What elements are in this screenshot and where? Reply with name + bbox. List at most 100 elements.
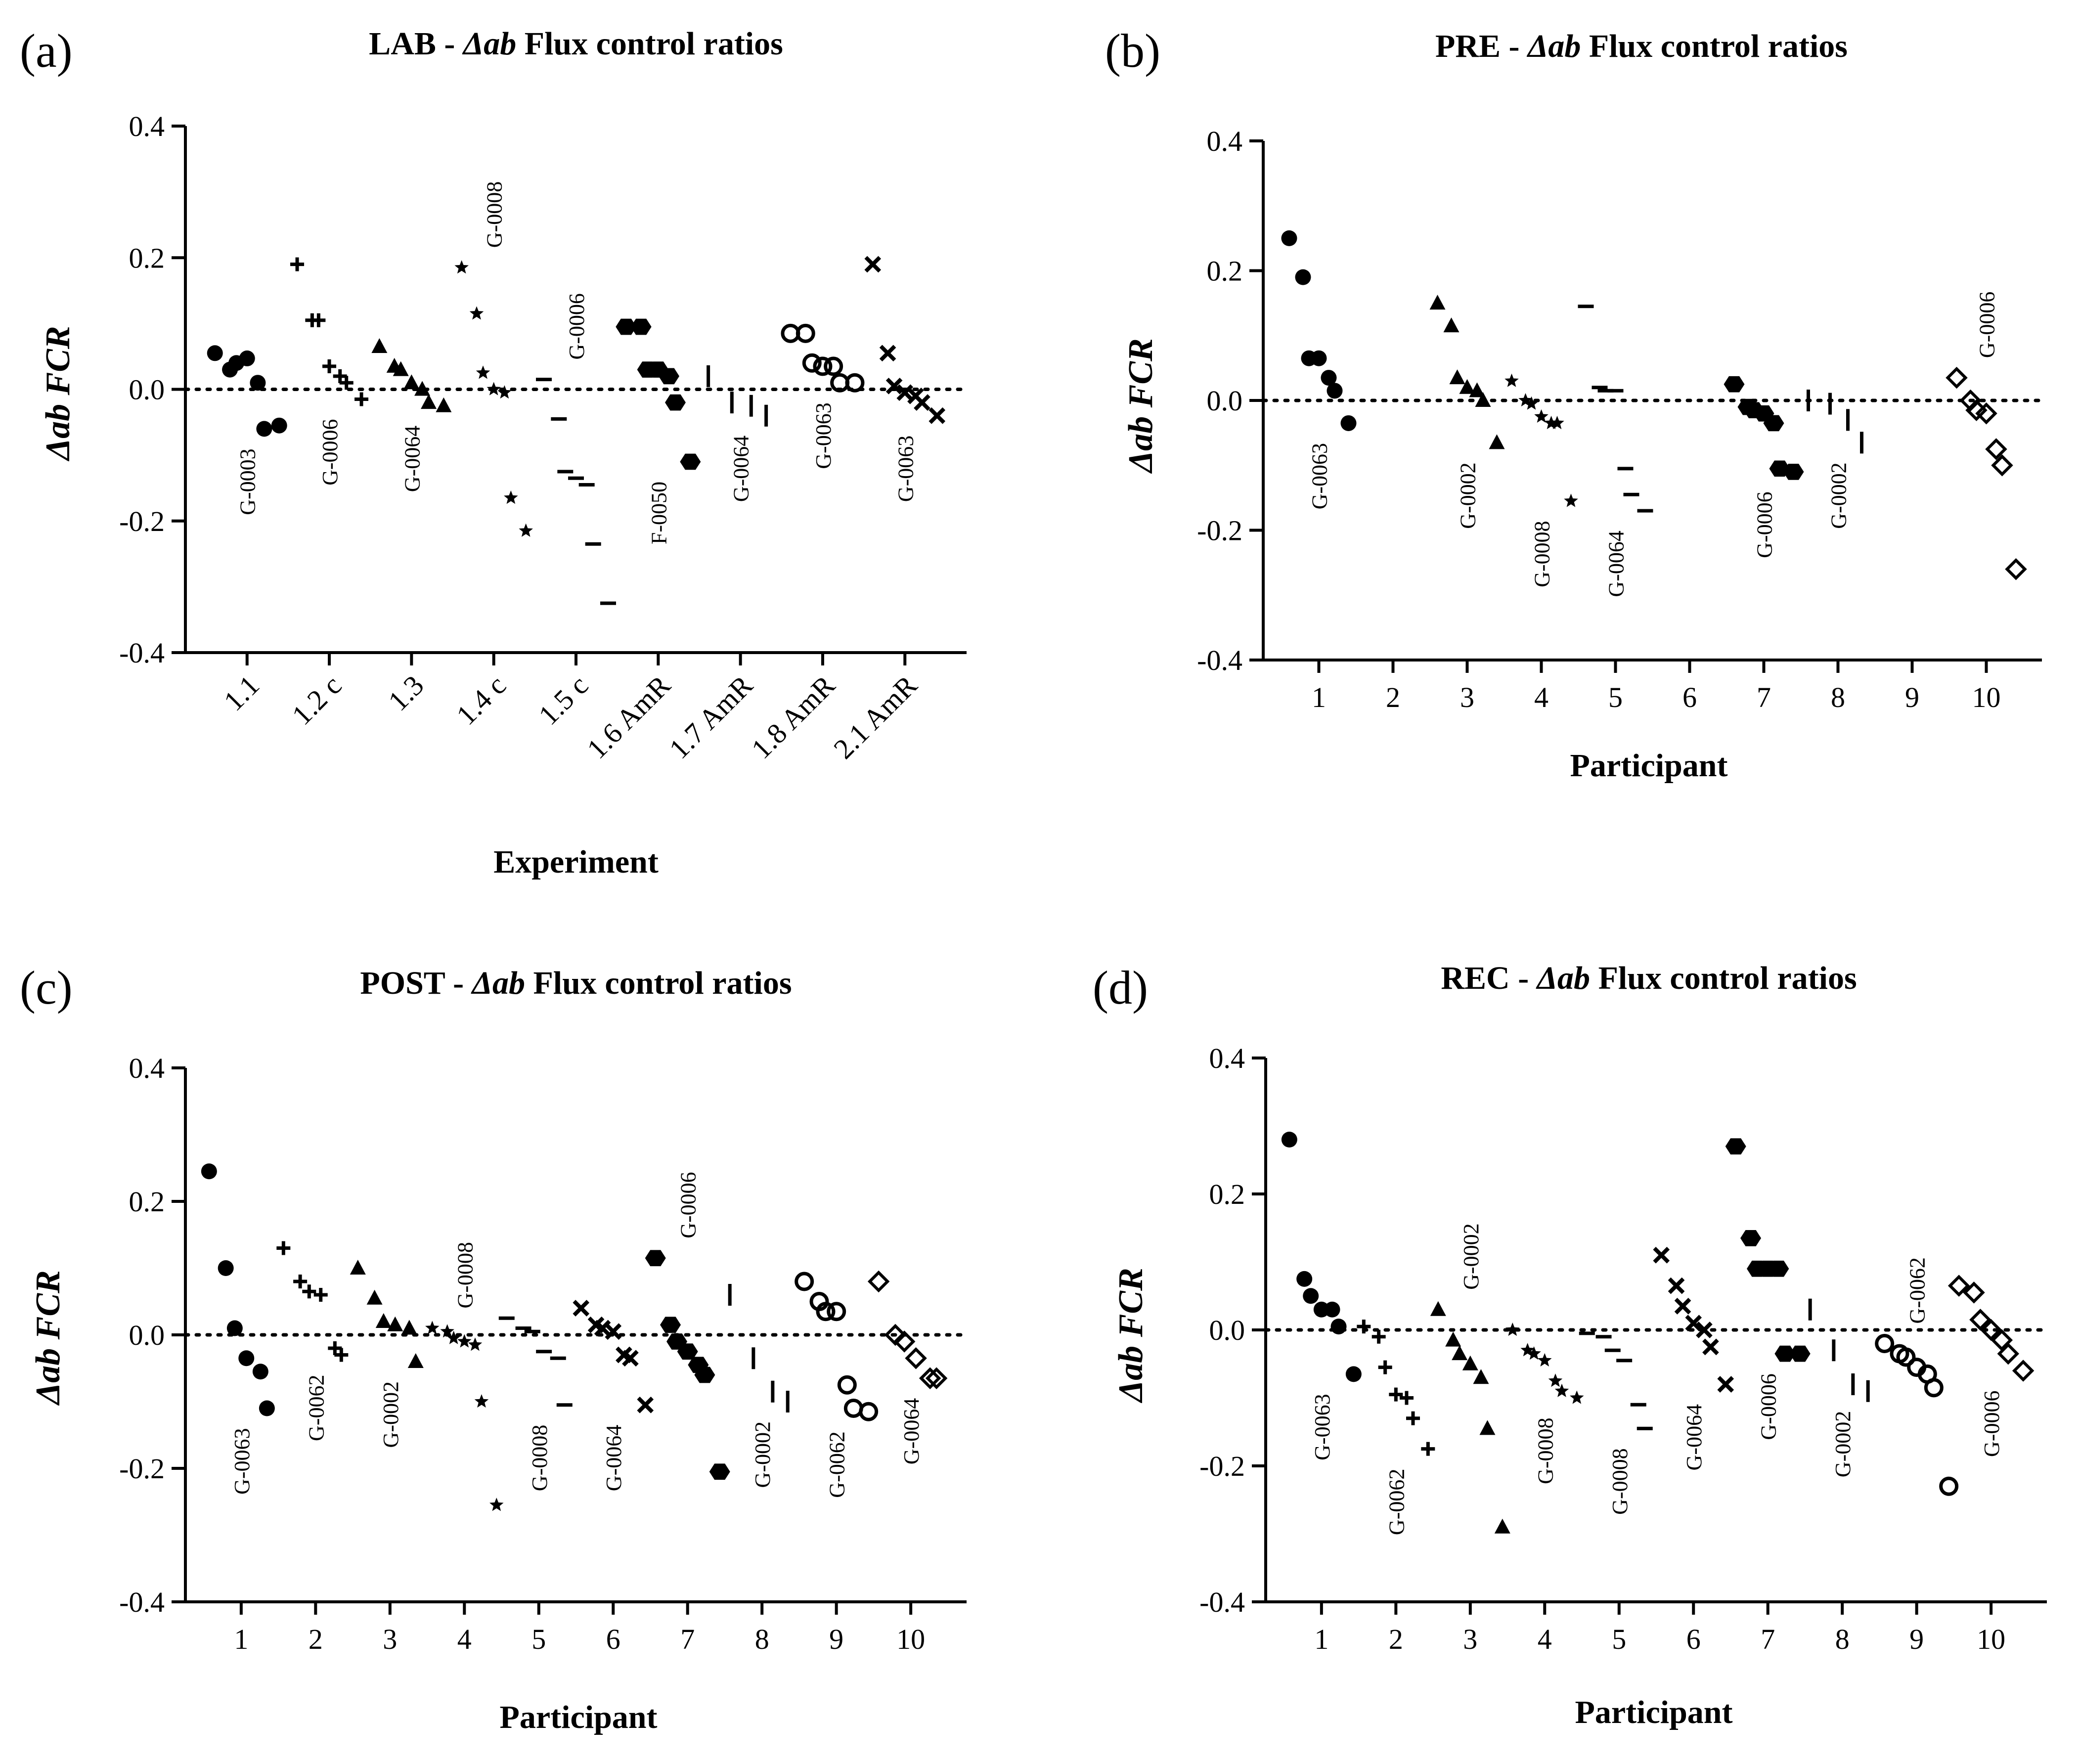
point-x bbox=[879, 345, 896, 362]
point-x bbox=[622, 1350, 639, 1367]
x-tick-label: 1.7 AmR bbox=[663, 669, 759, 765]
point-circle bbox=[259, 1400, 275, 1416]
point-annotation: G-0006 bbox=[318, 419, 342, 485]
point-x bbox=[1685, 1315, 1702, 1332]
x-tick-label: 3 bbox=[383, 1623, 397, 1655]
x-tick-label: 3 bbox=[1463, 1623, 1477, 1655]
point-vline bbox=[1832, 1339, 1836, 1362]
y-tick-label: -0.2 bbox=[119, 1453, 165, 1485]
point-triangle bbox=[1443, 317, 1460, 333]
x-tick-label: 8 bbox=[755, 1623, 769, 1655]
point-annotation: G-0002 bbox=[751, 1421, 775, 1488]
panel-c: (c) POST - Δab Flux control ratios Δab F… bbox=[20, 961, 969, 1735]
point-x bbox=[605, 1323, 622, 1340]
y-tick-label: 0.2 bbox=[1207, 255, 1243, 287]
point-triangle bbox=[401, 1320, 417, 1335]
point-star bbox=[1564, 493, 1578, 507]
point-annotation: G-0063 bbox=[893, 436, 918, 502]
point-annotation: G-0063 bbox=[1310, 1394, 1334, 1460]
point-dash bbox=[536, 1350, 552, 1354]
point-star bbox=[446, 1330, 461, 1344]
point-x bbox=[594, 1320, 611, 1337]
point-dash bbox=[1607, 389, 1624, 393]
point-open-diamond bbox=[1997, 1342, 2020, 1365]
point-triangle bbox=[393, 361, 409, 376]
point-annotation: G-0008 bbox=[528, 1425, 552, 1491]
point-triangle bbox=[375, 1313, 392, 1328]
point-open-circle bbox=[824, 356, 843, 376]
point-annotation: G-0062 bbox=[825, 1431, 849, 1498]
point-open-diamond bbox=[925, 1367, 948, 1389]
point-open-diamond bbox=[2005, 558, 2027, 580]
point-triangle bbox=[1449, 369, 1465, 385]
point-circle bbox=[1345, 1366, 1362, 1382]
point-vline bbox=[749, 395, 753, 417]
point-circle bbox=[1327, 383, 1343, 399]
x-tick-label: 5 bbox=[1612, 1623, 1626, 1655]
point-triangle bbox=[350, 1260, 366, 1275]
point-vline bbox=[1860, 432, 1863, 454]
point-dash bbox=[578, 483, 595, 487]
point-dash bbox=[585, 542, 601, 546]
point-open-diamond bbox=[1991, 1329, 2013, 1351]
point-vline bbox=[728, 1284, 732, 1306]
point-star bbox=[474, 1394, 489, 1408]
point-annotation: G-0008 bbox=[1533, 1418, 1557, 1484]
point-plus bbox=[333, 369, 347, 383]
panel-c-letter: (c) bbox=[20, 961, 73, 1014]
point-circle bbox=[271, 417, 287, 434]
x-tick-label: 4 bbox=[1534, 681, 1548, 713]
x-tick-label: 7 bbox=[680, 1623, 695, 1655]
point-plus bbox=[290, 257, 305, 271]
point-hexagon bbox=[1724, 376, 1745, 393]
point-triangle bbox=[407, 1353, 424, 1368]
point-triangle bbox=[1452, 1345, 1468, 1361]
panel-a-xlabel: Experiment bbox=[493, 844, 659, 880]
point-dash bbox=[1637, 509, 1653, 513]
y-tick-label: -0.2 bbox=[119, 505, 165, 537]
point-open-diamond bbox=[1969, 1309, 1991, 1331]
point-dash bbox=[1617, 467, 1634, 471]
point-triangle bbox=[1462, 1355, 1478, 1370]
point-triangle bbox=[436, 397, 452, 412]
point-x bbox=[637, 1396, 654, 1413]
x-tick-label: 10 bbox=[1977, 1623, 2005, 1655]
point-annotation: G-0006 bbox=[1757, 1373, 1781, 1440]
point-annotation: G-0006 bbox=[1753, 491, 1777, 558]
point-circle bbox=[239, 350, 255, 366]
point-dash bbox=[1578, 305, 1594, 309]
panel-d-xlabel: Participant bbox=[1575, 1694, 1733, 1730]
point-circle bbox=[1324, 1301, 1340, 1318]
point-x bbox=[1674, 1298, 1691, 1315]
point-open-circle bbox=[796, 323, 815, 343]
point-annotation: G-0062 bbox=[1384, 1469, 1409, 1535]
point-dash bbox=[1592, 386, 1608, 390]
y-tick-label: 0.4 bbox=[129, 1052, 165, 1084]
point-plus bbox=[276, 1241, 291, 1255]
point-triangle bbox=[1430, 1301, 1446, 1316]
point-annotation: G-0063 bbox=[1308, 443, 1332, 509]
point-x bbox=[573, 1300, 590, 1317]
x-tick-label: 8 bbox=[1831, 681, 1845, 713]
point-annotation: G-0006 bbox=[1975, 292, 1999, 358]
point-hexagon bbox=[1763, 415, 1784, 432]
point-open-diamond bbox=[1985, 438, 2007, 460]
point-dash bbox=[1579, 1331, 1595, 1335]
point-hexagon bbox=[1774, 1345, 1796, 1362]
point-star bbox=[1534, 409, 1548, 423]
point-annotation: G-0008 bbox=[453, 1242, 477, 1308]
point-annotation: G-0003 bbox=[236, 448, 260, 515]
x-tick-label: 1.2 c bbox=[286, 669, 348, 731]
point-triangle bbox=[1475, 392, 1491, 407]
point-triangle bbox=[1479, 1420, 1496, 1435]
point-annotation: G-0064 bbox=[1604, 530, 1629, 597]
point-circle bbox=[252, 1364, 268, 1380]
y-tick-label: -0.4 bbox=[119, 637, 165, 669]
point-plus bbox=[302, 1284, 316, 1299]
point-plus bbox=[1378, 1360, 1392, 1374]
point-triangle bbox=[1489, 434, 1505, 449]
point-vline bbox=[764, 404, 768, 427]
point-star bbox=[1550, 415, 1564, 430]
point-triangle bbox=[1494, 1518, 1510, 1534]
x-tick-label: 9 bbox=[1909, 1623, 1924, 1655]
